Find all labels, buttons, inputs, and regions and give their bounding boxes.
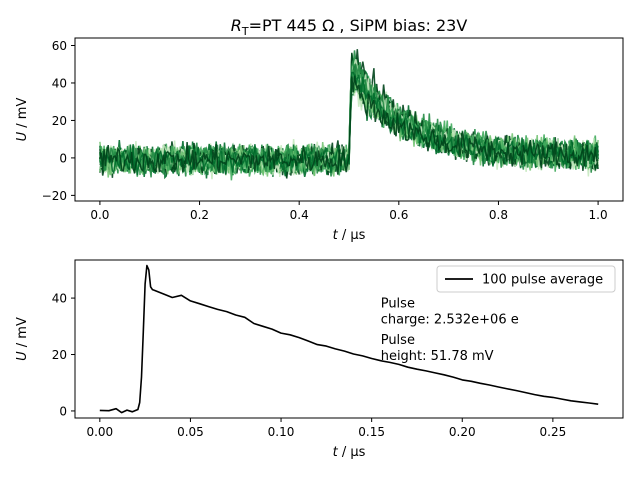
bottom-axes-frame: [74, 259, 624, 419]
y-tick-label: 0: [59, 151, 67, 165]
x-tick-label: 0.25: [540, 425, 567, 439]
x-tick-label: 0.00: [86, 425, 113, 439]
top-y-ticks: −20 0 20 40 60: [42, 39, 75, 203]
waveform-trace: [99, 71, 599, 177]
y-tick-label: 60: [52, 39, 67, 53]
y-tick-label: 0: [59, 404, 67, 418]
y-tick-label: 20: [52, 114, 67, 128]
y-tick-label: 40: [52, 292, 67, 306]
average-pulse-line-group: [99, 264, 599, 414]
x-tick-label: 0.8: [489, 208, 508, 222]
bottom-x-ticks: 0.00 0.05 0.10 0.15 0.20 0.25: [86, 418, 566, 439]
x-tick-label: 0.2: [190, 208, 209, 222]
bottom-y-ticks: 0 20 40: [52, 292, 75, 418]
top-x-ticks: 0.0 0.2 0.4 0.6 0.8 1.0: [90, 201, 608, 222]
waveform-trace: [99, 75, 599, 175]
average-pulse-line: [99, 264, 599, 414]
chart-title: RT=PT 445 Ω , SiPM bias: 23V: [231, 16, 468, 38]
x-tick-label: 0.4: [290, 208, 309, 222]
x-tick-label: 0.15: [358, 425, 385, 439]
x-tick-label: 0.20: [449, 425, 476, 439]
top-axes-frame: [74, 37, 624, 202]
x-tick-label: 0.05: [177, 425, 204, 439]
x-tick-label: 0.0: [90, 208, 109, 222]
annotation-line: Pulse: [381, 333, 415, 348]
legend-box: [436, 265, 616, 293]
waveform-traces: [99, 49, 599, 181]
x-tick-label: 0.10: [268, 425, 295, 439]
annotation-line: charge: 2.532e+06 e: [381, 312, 519, 327]
annotation-line: height: 51.78 mV: [381, 349, 494, 364]
x-tick-label: 0.6: [389, 208, 408, 222]
bottom-x-axis-label: t / µs: [333, 445, 366, 460]
legend: 100 pulse average: [436, 265, 616, 293]
bottom-y-axis-label: U / mV: [15, 317, 30, 361]
legend-label: 100 pulse average: [482, 273, 603, 288]
top-y-axis-label: U / mV: [15, 98, 30, 142]
y-tick-label: 40: [52, 76, 67, 90]
y-tick-label: −20: [42, 189, 67, 203]
y-tick-label: 20: [52, 348, 67, 362]
annotation-line: Pulse: [381, 296, 415, 311]
top-x-axis-label: t / µs: [333, 228, 366, 243]
x-tick-label: 1.0: [589, 208, 608, 222]
